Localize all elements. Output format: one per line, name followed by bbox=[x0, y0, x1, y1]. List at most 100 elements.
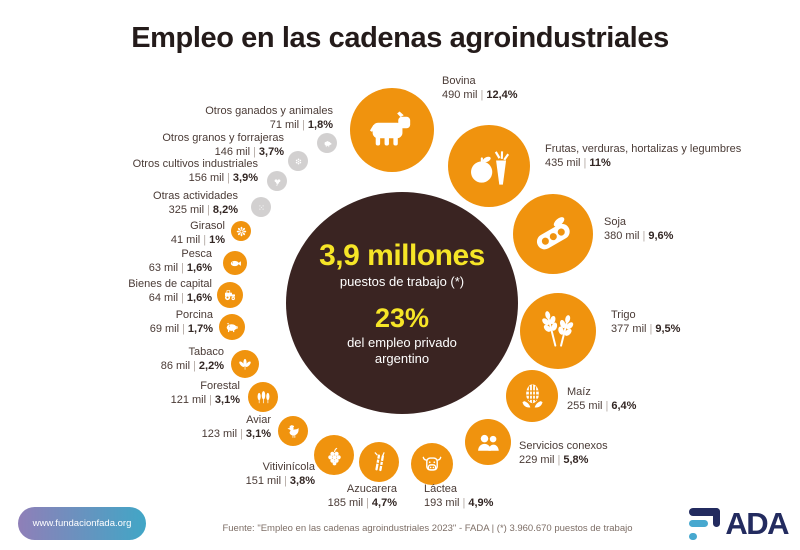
sector-bubble-soja bbox=[513, 194, 593, 274]
sector-value: 63 mil | 1,6% bbox=[148, 262, 212, 274]
sector-label-bienes: Bienes de capital 64 mil | 1,6% bbox=[128, 278, 212, 305]
sector-name: Soja bbox=[604, 216, 627, 228]
sector-bubble-forestal bbox=[248, 382, 278, 412]
wheat-icon bbox=[534, 307, 582, 355]
sector-bubble-frutas bbox=[448, 125, 530, 207]
sector-label-maiz: Maíz 255 mil | 6,4% bbox=[567, 386, 636, 413]
pig-icon bbox=[224, 319, 240, 335]
total-jobs-subline: puestos de trabajo (*) bbox=[339, 273, 465, 289]
soybean-icon bbox=[528, 209, 578, 259]
cow-icon bbox=[366, 104, 419, 157]
sector-label-porcina: Porcina 69 mil | 1,7% bbox=[150, 309, 213, 336]
sector-value: 435 mil | 11% bbox=[545, 157, 611, 169]
tractor-icon bbox=[222, 287, 238, 303]
trees-icon bbox=[254, 388, 273, 407]
tobacco-icon bbox=[236, 355, 254, 373]
sector-name: Bovina bbox=[442, 75, 476, 87]
sector-name: Otros cultivos industriales bbox=[132, 158, 258, 170]
sector-name: Porcina bbox=[175, 309, 213, 321]
website-pill[interactable]: www.fundacionfada.org bbox=[18, 507, 146, 540]
sector-name: Girasol bbox=[190, 220, 225, 232]
fish-icon bbox=[228, 256, 243, 271]
sector-bubble-lactea bbox=[411, 443, 453, 485]
sector-name: Forestal bbox=[200, 380, 240, 392]
sector-label-lactea: Láctea 193 mil | 4,9% bbox=[424, 483, 493, 510]
sector-value: 193 mil | 4,9% bbox=[424, 497, 494, 509]
sector-label-otros-granos: Otros granos y forrajeras 146 mil | 3,7% bbox=[162, 132, 284, 159]
sector-label-tabaco: Tabaco 86 mil | 2,2% bbox=[161, 346, 224, 373]
sector-bubble-bienes bbox=[217, 282, 243, 308]
sector-label-otros-ganados: Otros ganados y animales 71 mil | 1,8% bbox=[205, 105, 333, 132]
sector-value: 86 mil | 2,2% bbox=[160, 360, 224, 372]
sector-bubble-pesca bbox=[223, 251, 247, 275]
sector-label-vitivinicola: Vitivinícola 151 mil | 3,8% bbox=[246, 461, 315, 488]
sector-label-azucarera: Azucarera 185 mil | 4,7% bbox=[328, 483, 397, 510]
sector-value: 41 mil | 1% bbox=[170, 234, 225, 246]
sector-value: 146 mil | 3,7% bbox=[214, 146, 284, 158]
sector-bubble-vitivinicola bbox=[314, 435, 354, 475]
sector-name: Tabaco bbox=[188, 346, 224, 358]
sector-bubble-maiz bbox=[506, 370, 558, 422]
sector-value: 229 mil | 5,8% bbox=[519, 454, 589, 466]
sector-value: 380 mil | 9,6% bbox=[604, 230, 674, 242]
sugarcane-icon bbox=[367, 450, 392, 475]
dots-icon bbox=[255, 201, 268, 214]
sector-label-bovina: Bovina 490 mil | 12,4% bbox=[442, 75, 518, 102]
sector-bubble-aviar bbox=[278, 416, 308, 446]
sector-value: 156 mil | 3,9% bbox=[188, 172, 258, 184]
sector-label-soja: Soja 380 mil | 9,6% bbox=[604, 216, 673, 243]
corn-icon bbox=[516, 380, 549, 413]
sector-label-girasol: Girasol 41 mil | 1% bbox=[171, 220, 225, 247]
sunflower-icon bbox=[235, 225, 248, 238]
sector-bubble-otros-cultivos bbox=[267, 171, 287, 191]
sector-value: 69 mil | 1,7% bbox=[149, 323, 213, 335]
source-text: Fuente: "Empleo en las cadenas agroindus… bbox=[222, 523, 633, 534]
sector-name: Bienes de capital bbox=[128, 278, 212, 290]
total-circle: 3,9 millones puestos de trabajo (*) 23% … bbox=[286, 192, 518, 414]
grapes-icon bbox=[322, 443, 347, 468]
sector-value: 490 mil | 12,4% bbox=[442, 89, 518, 101]
sheep-icon bbox=[321, 137, 334, 150]
sector-value: 185 mil | 4,7% bbox=[327, 497, 397, 509]
sector-name: Otras actividades bbox=[153, 190, 238, 202]
page-title: Empleo en las cadenas agroindustriales bbox=[131, 22, 669, 54]
sector-bubble-bovina bbox=[350, 88, 434, 172]
chicken-icon bbox=[284, 422, 303, 441]
sector-value: 255 mil | 6,4% bbox=[567, 400, 637, 412]
total-jobs-headline: 3,9 millones bbox=[319, 238, 485, 272]
sector-name: Azucarera bbox=[346, 483, 397, 495]
sector-value: 121 mil | 3,1% bbox=[170, 394, 240, 406]
sector-bubble-porcina bbox=[219, 314, 245, 340]
sector-value: 64 mil | 1,6% bbox=[148, 292, 212, 304]
people-icon bbox=[474, 428, 503, 457]
sector-value: 151 mil | 3,8% bbox=[245, 475, 315, 487]
sector-value: 123 mil | 3,1% bbox=[201, 428, 271, 440]
sector-bubble-tabaco bbox=[231, 350, 259, 378]
sector-label-forestal: Forestal 121 mil | 3,1% bbox=[171, 380, 240, 407]
sector-name: Frutas, verduras, hortalizas y legumbres bbox=[545, 143, 742, 155]
cotton-icon bbox=[271, 175, 284, 188]
sector-bubble-azucarera bbox=[359, 442, 399, 482]
private-employment-desc: del empleo privado argentino bbox=[347, 334, 457, 366]
sector-bubble-otros-granos bbox=[288, 151, 308, 171]
website-label: www.fundacionfada.org bbox=[32, 518, 132, 529]
sector-name: Aviar bbox=[246, 414, 271, 426]
grains-icon bbox=[292, 155, 305, 168]
sector-label-servicios: Servicios conexos 229 mil | 5,8% bbox=[519, 440, 608, 467]
sector-label-aviar: Aviar 123 mil | 3,1% bbox=[202, 414, 271, 441]
sector-name: Vitivinícola bbox=[262, 461, 315, 473]
sector-name: Láctea bbox=[424, 483, 458, 495]
fruits-icon bbox=[464, 141, 515, 192]
sector-name: Pesca bbox=[181, 248, 212, 260]
sector-label-frutas: Frutas, verduras, hortalizas y legumbres… bbox=[545, 143, 741, 170]
sector-value: 377 mil | 9,5% bbox=[611, 323, 681, 335]
sector-value: 325 mil | 8,2% bbox=[168, 204, 238, 216]
sector-label-pesca: Pesca 63 mil | 1,6% bbox=[149, 248, 212, 275]
sector-bubble-otros-ganados bbox=[317, 133, 337, 153]
sector-bubble-otras-actividades bbox=[251, 197, 271, 217]
sector-bubble-girasol bbox=[231, 221, 251, 241]
sector-name: Otros granos y forrajeras bbox=[162, 132, 284, 144]
sector-name: Trigo bbox=[611, 309, 636, 321]
sector-label-otros-cultivos: Otros cultivos industriales 156 mil | 3,9% bbox=[133, 158, 258, 185]
